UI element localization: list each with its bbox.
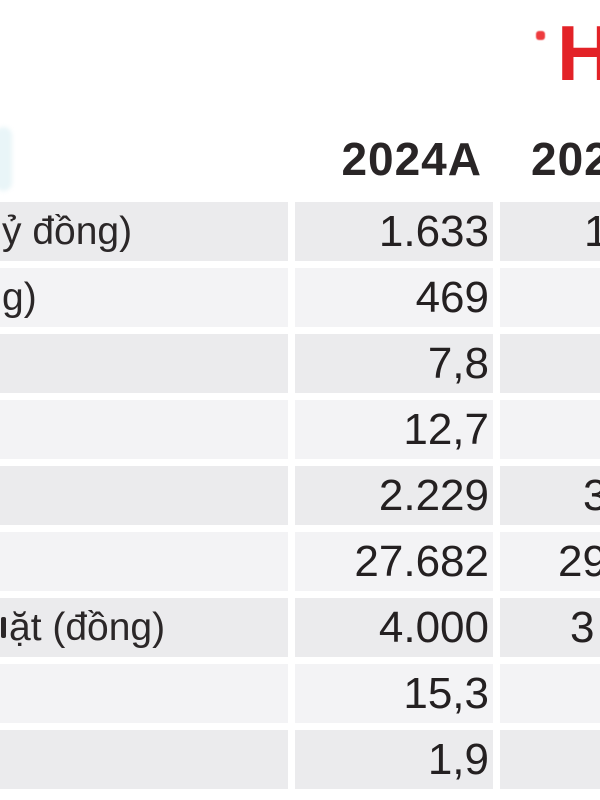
value-2024a: 12,7	[295, 400, 493, 459]
row-label: g)	[0, 268, 288, 327]
value-2024a: 469	[295, 268, 493, 327]
value-2024a: 27.682	[295, 532, 493, 591]
row-label	[0, 400, 288, 459]
value-2025-cut	[500, 400, 600, 459]
row-label: ặt (đồng)	[0, 598, 288, 657]
row-label	[0, 664, 288, 723]
scan-smudge	[0, 127, 12, 191]
value-2024a: 1.633	[295, 202, 493, 261]
table-row: 12,7	[0, 400, 600, 459]
table-row: 27.682 29	[0, 532, 600, 591]
cut-letter-stub	[1, 617, 6, 638]
row-label	[0, 334, 288, 393]
value-2025-cut: 29	[500, 532, 600, 591]
row-label	[0, 532, 288, 591]
table-row: g) 469	[0, 268, 600, 327]
value-2024a: 1,9	[295, 730, 493, 789]
value-2025-cut: 1	[500, 202, 600, 261]
financial-table: ỷ đồng) 1.633 1 g) 469 7,8 12,7 2.229 3 …	[0, 202, 600, 796]
table-row: ỷ đồng) 1.633 1	[0, 202, 600, 261]
table-row: 15,3	[0, 664, 600, 723]
value-2024a: 4.000	[295, 598, 493, 657]
column-header-2024a: 2024A	[341, 133, 482, 185]
value-2025-cut	[500, 664, 600, 723]
row-label	[0, 466, 288, 525]
table-row: ặt (đồng) 4.000 3	[0, 598, 600, 657]
value-2024a: 15,3	[295, 664, 493, 723]
value-2024a: 7,8	[295, 334, 493, 393]
value-2025-cut	[500, 334, 600, 393]
logo-red-dot-fragment	[536, 31, 545, 40]
value-2024a: 2.229	[295, 466, 493, 525]
table-row: 2.229 3	[0, 466, 600, 525]
value-2025-cut	[500, 730, 600, 789]
value-2025-cut: 3	[500, 598, 600, 657]
value-2025-cut	[500, 268, 600, 327]
value-2025-cut: 3	[500, 466, 600, 525]
column-header-2025-cut: 202	[531, 133, 600, 185]
company-logo-fragment: H	[557, 9, 600, 97]
table-row: 7,8	[0, 334, 600, 393]
table-row: 1,9	[0, 730, 600, 789]
row-label	[0, 730, 288, 789]
row-label: ỷ đồng)	[0, 202, 288, 261]
